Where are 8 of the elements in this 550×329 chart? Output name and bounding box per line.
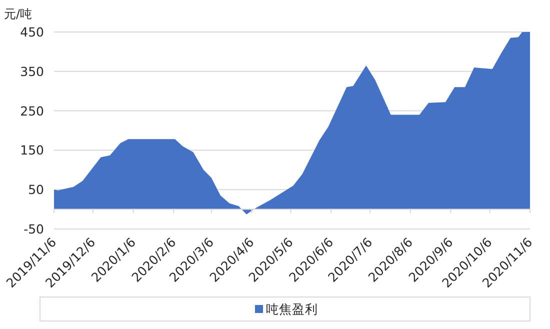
y-tick-label: 350: [20, 64, 44, 79]
y-tick-label: 150: [20, 142, 44, 158]
y-tick-label: 450: [20, 24, 44, 40]
y-axis-title: 元/吨: [4, 7, 32, 21]
legend-label: 吨焦盈利: [266, 302, 318, 316]
y-tick-label: 250: [20, 103, 44, 118]
y-tick-label: -50: [24, 222, 44, 236]
y-tick-label: 50: [28, 182, 44, 198]
